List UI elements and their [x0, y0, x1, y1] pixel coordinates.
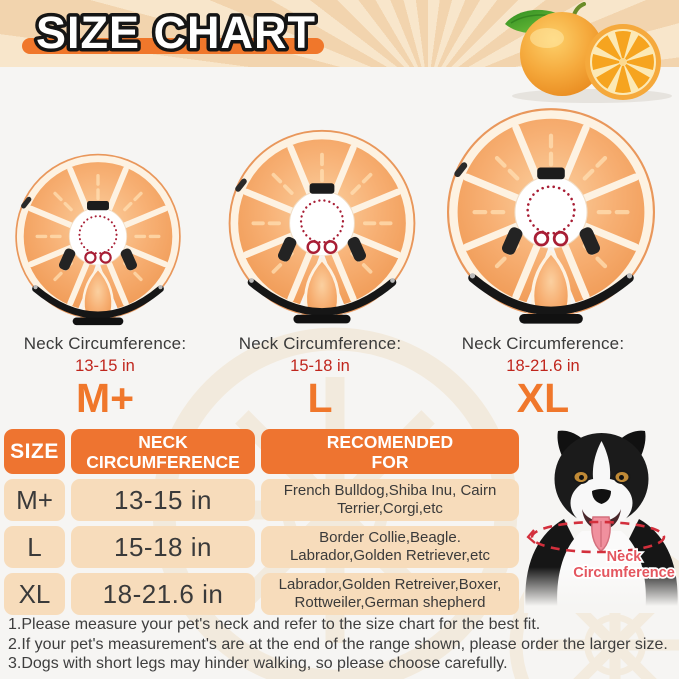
neck-circumference-label: Neck Circumference: — [23, 334, 187, 353]
neck-circumference-label: Neck Circumference: — [461, 334, 625, 353]
table-header-size-label: SIZE — [10, 439, 59, 463]
table-header-neck-circumference: NECK CIRCUMFERENCE — [71, 429, 255, 474]
collar-size-m-plus — [13, 152, 183, 331]
neck-circumference-range: 13-15 in — [75, 357, 135, 375]
table-cell-size-xl: XL — [4, 573, 65, 615]
note-3: 3.Dogs with short legs may hinder walkin… — [8, 655, 508, 672]
dog-neck-label-line1: Neck — [607, 549, 643, 565]
size-table: SIZE NECK CIRCUMFERENCE RECOMENDED FOR M… — [4, 429, 519, 615]
collar-size-xl — [444, 106, 658, 331]
size-caption-l: Neck Circumference: 15-18 in L — [225, 334, 415, 420]
table-header-recommended-for: RECOMENDED FOR — [261, 429, 519, 474]
note-1: 1.Please measure your pet's neck and ref… — [8, 616, 541, 633]
dog-neck-label-line2: Circumference — [573, 565, 675, 581]
table-header-neck-label: NECK CIRCUMFERENCE — [86, 431, 240, 472]
table-cell-recommended-l: Border Collie,Beagle. Labrador,Golden Re… — [261, 526, 519, 568]
neck-circumference-range: 18-21.6 in — [506, 357, 580, 375]
neck-circumference-range: 15-18 in — [290, 357, 350, 375]
collar-size-l — [226, 128, 418, 330]
table-cell-size-m-plus: M+ — [4, 479, 65, 521]
page-title-text: SIZE CHART — [36, 7, 316, 58]
dog-neck-measure-illustration: Neck Circumference — [524, 430, 679, 613]
table-cell-circumference-l: 15-18 in — [71, 526, 255, 568]
footer-notes: 1.Please measure your pet's neck and ref… — [8, 615, 668, 674]
table-cell-recommended-xl: Labrador,Golden Retreiver,Boxer, Rottwei… — [261, 573, 519, 615]
page-title: SIZE CHART — [22, 4, 324, 62]
size-caption-xl: Neck Circumference: 18-21.6 in XL — [448, 334, 638, 420]
size-caption-m-plus: Neck Circumference: 13-15 in M+ — [10, 334, 200, 420]
orange-fruit-icon — [505, 2, 672, 103]
table-header-size: SIZE — [4, 429, 65, 474]
table-cell-circumference-m-plus: 13-15 in — [71, 479, 255, 521]
size-letter: XL — [516, 375, 570, 421]
table-cell-circumference-xl: 18-21.6 in — [71, 573, 255, 615]
title-underline-bar — [22, 38, 324, 54]
size-letter: M+ — [75, 375, 135, 421]
table-cell-size-l: L — [4, 526, 65, 568]
table-header-recommended-label: RECOMENDED FOR — [326, 431, 454, 472]
note-2: 2.If your pet's measurement's are at the… — [8, 635, 668, 653]
neck-circumference-label: Neck Circumference: — [238, 334, 402, 353]
table-cell-recommended-m-plus: French Bulldog,Shiba Inu, Cairn Terrier,… — [261, 479, 519, 521]
size-letter: L — [307, 375, 333, 421]
